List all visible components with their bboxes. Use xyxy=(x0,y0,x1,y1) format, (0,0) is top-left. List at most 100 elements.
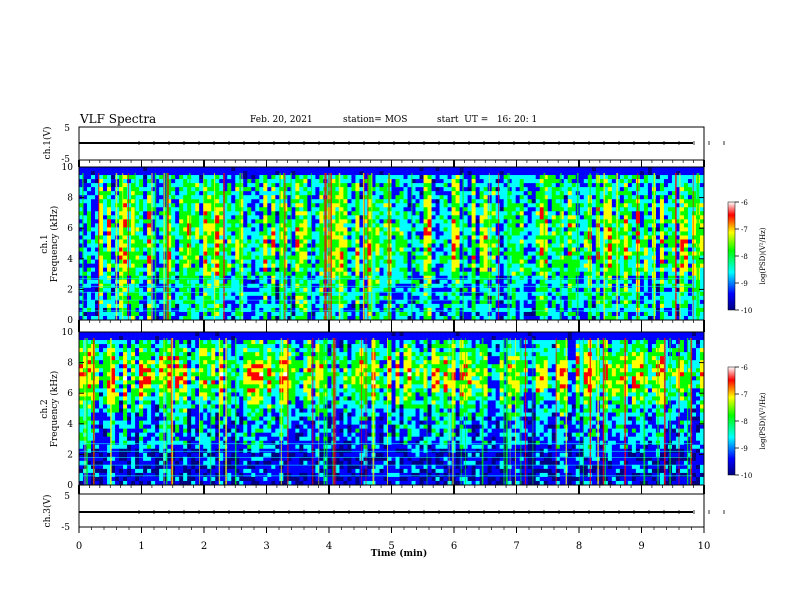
spectrogram-cell xyxy=(591,207,597,212)
spectrogram-cell xyxy=(103,195,108,200)
spectrogram-cell xyxy=(511,259,516,264)
spectrogram-cell xyxy=(423,203,428,208)
spectrogram-cell xyxy=(523,271,529,277)
spectrogram-cell xyxy=(107,223,112,228)
spectrogram-cell xyxy=(171,171,176,176)
spectrogram-cell xyxy=(339,219,344,224)
spectrogram-cell xyxy=(347,175,352,180)
spectrogram-cell xyxy=(87,255,92,260)
spectrogram-cell xyxy=(519,307,525,313)
spectrogram-cell xyxy=(471,227,476,232)
spectrogram-cell xyxy=(351,279,356,285)
spectrogram-cell xyxy=(583,279,589,285)
spectrogram-cell xyxy=(403,167,408,172)
spectrogram-cell xyxy=(539,247,545,252)
spectrogram-cell xyxy=(383,195,388,200)
spectrogram-cell xyxy=(79,231,84,236)
spectrogram-cell xyxy=(479,195,484,200)
spectrogram-cell xyxy=(487,187,492,192)
spectrogram-cell xyxy=(223,247,228,252)
spectrogram-cell xyxy=(95,287,100,293)
spectrogram-cell xyxy=(531,287,537,293)
spectrogram-cell xyxy=(123,203,128,208)
spectrogram-cell xyxy=(163,171,168,176)
spectrogram-cell xyxy=(207,243,212,248)
spectrogram-cell xyxy=(231,315,236,321)
spectrogram-cell xyxy=(511,175,516,180)
spectrogram-cell xyxy=(127,207,132,212)
spectrogram-cell xyxy=(403,207,408,212)
spectrogram-cell xyxy=(179,255,184,260)
spectrogram-cell xyxy=(419,239,424,244)
spectrogram-cell xyxy=(539,227,545,232)
spectrogram-cell xyxy=(243,239,248,244)
spectrogram-cell xyxy=(247,179,252,184)
spectrogram-cell xyxy=(343,255,348,260)
spectrogram-cell xyxy=(455,271,460,277)
spectrogram-cell xyxy=(431,175,436,180)
spectrogram-cell xyxy=(371,271,376,277)
spectrogram-cell xyxy=(163,243,168,248)
spectrogram-cell xyxy=(167,311,172,317)
spectrogram-cell xyxy=(335,195,340,200)
spectrogram-cell xyxy=(411,227,416,232)
spectrogram-cell xyxy=(523,231,529,236)
spectrogram-cell xyxy=(103,271,108,277)
spectrogram-cell xyxy=(275,267,280,272)
spectrogram-cell xyxy=(451,195,456,200)
spectrogram-cell xyxy=(223,175,228,180)
spectrogram-cell xyxy=(551,267,557,272)
spectrogram-cell xyxy=(175,179,180,184)
spectrogram-cell xyxy=(367,275,372,281)
spectrogram-cell xyxy=(99,243,104,248)
spectrogram-cell xyxy=(127,303,132,309)
spectrogram-cell xyxy=(535,195,541,200)
spectrogram-cell xyxy=(359,291,364,297)
spectrogram-cell xyxy=(431,251,436,256)
spectrogram-cell xyxy=(135,195,140,200)
spectrogram-cell xyxy=(479,255,484,260)
spectrogram-cell xyxy=(515,219,521,224)
spectrogram-cell xyxy=(403,287,408,293)
spectrogram-cell xyxy=(399,251,404,256)
spectrogram-cell xyxy=(591,243,597,248)
spectrogram-cell xyxy=(395,263,400,268)
spectrogram-cell xyxy=(167,171,172,176)
spectrogram-cell xyxy=(407,207,412,212)
spectrogram-cell xyxy=(275,247,280,252)
spectrogram-cell xyxy=(443,195,448,200)
spectrogram-cell xyxy=(163,187,168,192)
spectrogram-cell xyxy=(159,287,164,293)
spectrogram-cell xyxy=(319,255,324,260)
spectrogram-cell xyxy=(287,315,292,321)
spectrogram-cell xyxy=(467,227,472,232)
spectrogram-cell xyxy=(443,223,448,228)
spectrogram-cell xyxy=(379,267,384,272)
spectrogram-cell xyxy=(251,299,256,305)
spectrogram-cell xyxy=(179,179,184,184)
spectrogram-cell xyxy=(455,291,460,297)
spectrogram-cell xyxy=(459,183,464,188)
spectrogram-cell xyxy=(255,259,260,264)
spectrogram-cell xyxy=(103,179,108,184)
spectrogram-cell xyxy=(543,191,549,196)
spectrogram-cell xyxy=(339,227,344,232)
spectrogram-cell xyxy=(79,191,84,196)
spectrogram-cell xyxy=(427,239,432,244)
spectrogram-cell xyxy=(347,275,352,281)
spectrogram-cell xyxy=(203,187,208,192)
spectrogram-cell xyxy=(559,239,565,244)
spectrogram-cell xyxy=(527,295,533,301)
spectrogram-cell xyxy=(255,311,260,317)
spectrogram-cell xyxy=(227,247,232,252)
spectrogram-cell xyxy=(275,179,280,184)
spectrogram-cell xyxy=(235,231,240,236)
spectrogram-cell xyxy=(299,307,304,313)
spectrogram-cell xyxy=(443,303,448,309)
spectrogram-cell xyxy=(131,207,136,212)
spectrogram-cell xyxy=(163,199,168,204)
spectrogram-cell xyxy=(487,315,492,321)
spectrogram-cell xyxy=(371,183,376,188)
spectrogram-cell xyxy=(135,203,140,208)
